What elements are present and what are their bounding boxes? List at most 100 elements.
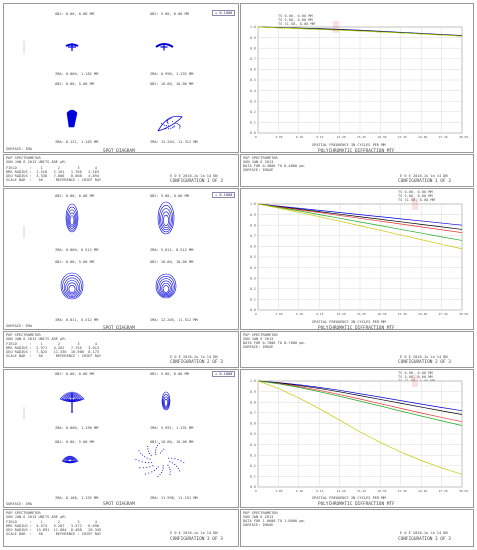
mtf-info-line: SURFACE: IMAGE [243,168,274,172]
mtf-y-tick-label: 0.8 [250,223,256,227]
spot-pattern [163,124,166,126]
spot-pattern [168,466,170,468]
surface-label: SURFACE: IMA [6,324,32,328]
mtf-info-line: DATA FOR 0.4800 TO 0.4800 µm. [243,164,306,168]
field-label: OBJ: 0.00, 5.00 MM [55,260,94,264]
field-label: IMA: 11.998, 11.191 MM [150,496,198,500]
mtf-x-tick-label: 3.05 [275,489,282,493]
x-axis-label: SPATIAL FREQUENCY IN CYCLES PER MM [312,143,386,147]
spot-pattern [138,460,140,462]
spot-pattern [159,204,173,233]
stats-line: FIELD : 1 2 3 4 [6,520,97,524]
mtf-y-tick-label: 0.9 [250,213,256,217]
mtf-y-tick-label: 0.6 [250,68,256,72]
config-line: CONFIGURATION 3 OF 3 [170,537,223,542]
mtf-legend: TS 5.00, 0.00 MM [278,18,313,22]
mtf-y-tick-label: 0.3 [250,99,256,103]
spot-pattern [162,285,170,293]
spot-pattern [66,109,78,128]
spot-pattern [146,466,148,468]
scale-box-3: + 0.1000 [212,371,236,377]
scale-box-1: + 0.1000 [212,10,236,16]
spot-pattern [144,473,146,475]
spot-pattern [158,278,174,297]
spot-pattern [147,450,150,452]
stats-line: FIELD : 1 2 3 4 [6,166,97,170]
mtf-x-tick-label: 21.35 [398,312,407,316]
mtf-series-line [257,203,463,226]
field-label: IMA: 0.000, 0.512 MM [55,248,99,252]
spot-pattern [165,125,168,127]
spot-pattern [167,125,169,127]
spot-title: SPOT DIAGRAM [103,149,135,154]
stats-panel-3 [3,509,239,547]
mtf-y-tick-label: 1.0 [250,202,256,206]
mtf-x-tick-label: 30.50 [459,312,468,316]
spot-pattern [168,457,170,459]
spot-pattern [155,453,157,455]
mtf-info-line: DATA FOR 0.7000 TO 0.7000 µm. [243,341,306,345]
field-label: OBJ: 0.00, 5.00 MM [55,440,94,444]
mtf-info-line: POP SPECTROMETOR [243,156,278,160]
spot-pattern [164,398,168,407]
spot-pattern [166,120,168,123]
mtf-x-tick-label: 27.45 [439,312,448,316]
surface-label: SURFACE: IMA [6,147,32,151]
spot-pattern [161,471,163,473]
spot-pattern [160,208,172,231]
spot-pattern [177,467,179,470]
spot-pattern [179,127,181,129]
spot-pattern [157,444,159,447]
mtf-y-tick-label: 0.7 [250,411,256,415]
date-line: E 0 E 2016-Ju la 14 DN [170,355,218,359]
mtf-y-tick-label: 0.2 [250,110,256,114]
mtf-info-line: SURFACE: IMAGE [243,345,274,349]
spot-pattern [159,474,161,476]
mtf-y-tick-label: 0.1 [250,475,256,479]
spot-pattern [156,468,158,470]
mtf-series-line [257,203,463,250]
stats-panel-2 [3,331,239,368]
date-line: E 0 E 2016-Ju la 14 DN [400,531,448,535]
spot-pattern [179,126,181,128]
mtf-x-tick-label: 0 [255,312,257,316]
stats-line: POP SPECTROMETOR [6,511,41,515]
stats-line: GEO RADIUS : 3.338 7.888 8.008 4.894 [6,174,100,178]
spot-pattern [64,394,80,401]
spot-pattern [138,450,140,452]
spot-pattern [147,445,149,448]
spot-pattern [139,467,141,469]
stats-line: RMS RADIUS : 4.574 5.207 3.572 6.898 [6,524,100,528]
mtf-legend: TS 0.00, 0.00 MM [398,190,433,194]
spot-pattern [65,203,79,233]
spot-pattern [141,461,143,463]
stats-line: SCALE BAR : 50 REFERENCE : CHIEF RAY [6,178,102,182]
spot-pattern [161,391,171,411]
spot-pattern [169,469,171,471]
spot-pattern [178,123,180,126]
spot-pattern [63,393,82,402]
mtf-x-tick-label: 30.50 [459,135,468,139]
spot-pattern [152,465,154,467]
x-axis-label: SPATIAL FREQUENCY IN CYCLES PER MM [312,496,386,500]
mtf-y-tick-label: 0.1 [250,121,256,125]
spot-pattern [141,454,143,456]
field-label: OBJ: 0.00, 0.00 MM [55,372,94,376]
stats-line: RMS RADIUS : 2.971 4.262 7.755 3.013 [6,346,100,350]
spot-pattern [162,465,164,467]
mtf-x-tick-label: 9.15 [316,312,323,316]
mtf-y-tick-label: 0.3 [250,453,256,457]
mtf-panel-2 [240,188,474,330]
spot-pattern [62,275,82,299]
mtf-y-tick-label: 0.6 [250,422,256,426]
mtf-x-tick-label: 6.10 [296,135,303,139]
field-label: OBJ: 0.00, 0.00 MM [55,194,94,198]
mtf-x-tick-label: 15.25 [357,135,366,139]
mtf-y-tick-label: 0.5 [250,255,256,259]
stats-line: SUN JAN 6 2013 UNITS ARE µM. [6,337,67,341]
spot-pattern [161,211,171,229]
field-label: OBJ: 10.00, 10.00 MM [150,440,194,444]
spot-pattern [170,117,172,120]
mtf-y-tick-label: 0.5 [250,432,256,436]
field-label: OBJ: 5.00, 0.00 MM [150,194,189,198]
